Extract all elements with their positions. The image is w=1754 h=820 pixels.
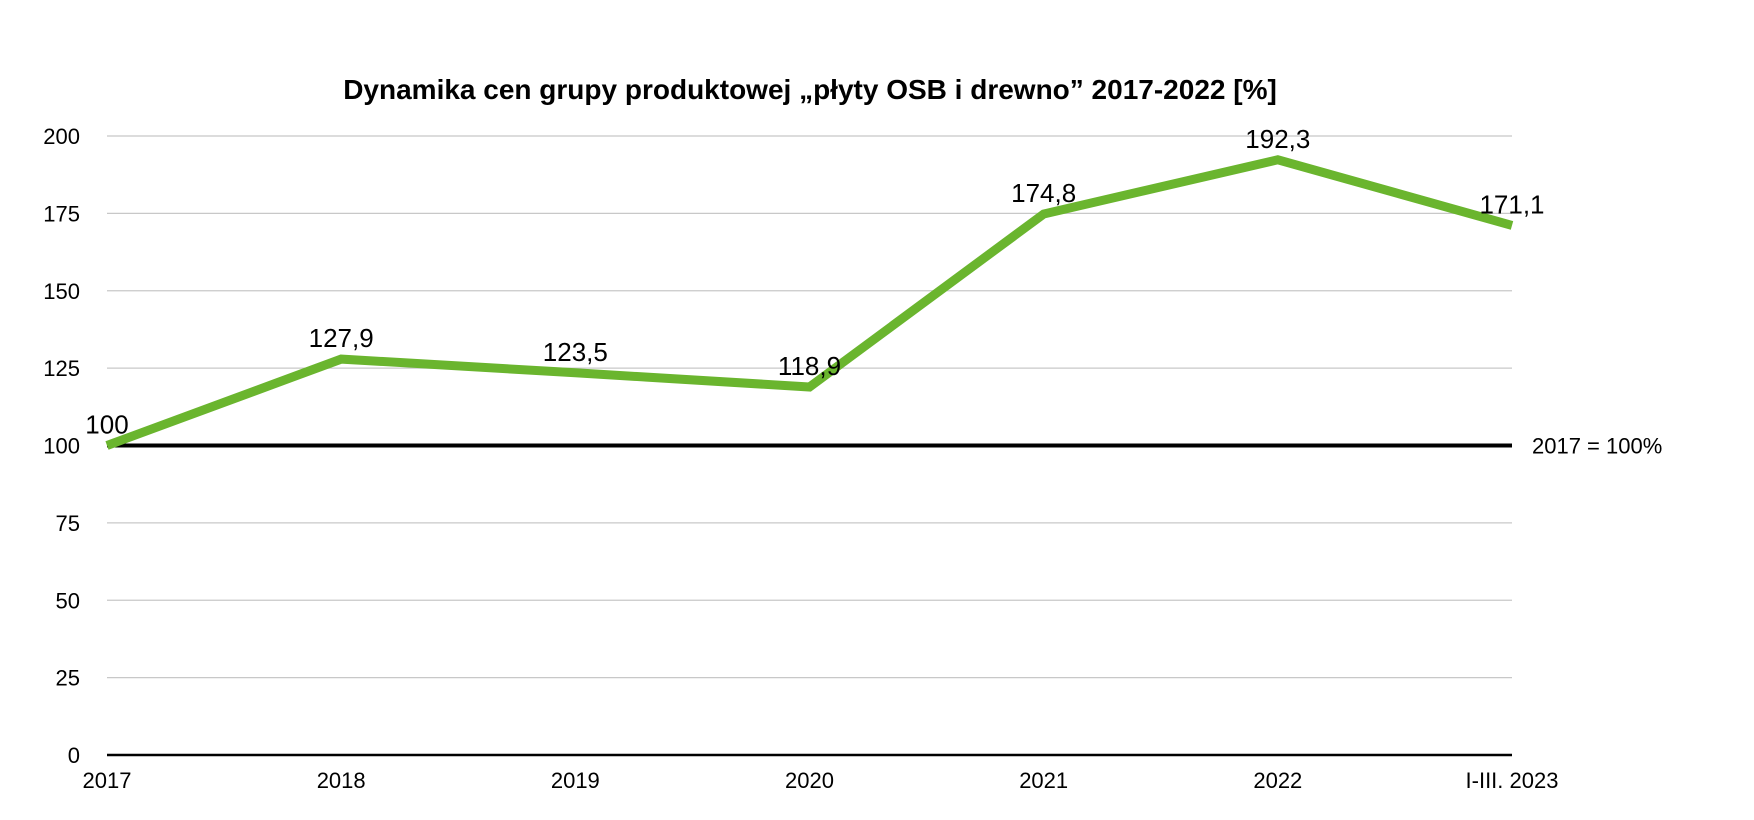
series-layer [105, 155, 1514, 450]
y-tick-label: 25 [56, 666, 80, 691]
chart-title: Dynamika cen grupy produktowej „płyty OS… [343, 74, 1277, 105]
data-label: 100 [85, 410, 128, 440]
y-tick-label: 175 [43, 201, 80, 226]
data-label: 174,8 [1011, 178, 1076, 208]
x-tick-label: 2019 [551, 768, 600, 793]
data-label: 118,9 [778, 351, 841, 381]
data-label: 123,5 [543, 337, 608, 367]
grid-layer [107, 135, 1512, 679]
y-tick-label: 0 [68, 743, 80, 768]
x-tick-label: 2022 [1253, 768, 1302, 793]
reference-label: 2017 = 100% [1532, 434, 1662, 459]
reference-layer: 2017 = 100% [107, 434, 1662, 459]
x-tick-label: 2017 [83, 768, 132, 793]
data-label: 192,3 [1245, 124, 1310, 154]
y-tick-label: 125 [43, 356, 80, 381]
x-tick-layer: 2017 2018 2019 2020 2021 2022 I-III. 2023 [83, 768, 1559, 793]
y-tick-label: 200 [43, 124, 80, 149]
x-tick-label: 2020 [785, 768, 834, 793]
x-tick-label: 2018 [317, 768, 366, 793]
series-line [105, 155, 1514, 450]
y-tick-label: 150 [43, 279, 80, 304]
y-tick-label: 50 [56, 588, 80, 613]
x-tick-label: 2021 [1019, 768, 1068, 793]
y-tick-label: 100 [43, 434, 80, 459]
data-label-layer: 100 127,9 123,5 118,9 174,8 192,3 171,1 [85, 124, 1544, 440]
y-tick-layer: 0 25 50 75 100 125 150 175 200 [43, 124, 80, 768]
data-label: 171,1 [1479, 189, 1544, 219]
x-tick-label: I-III. 2023 [1466, 768, 1559, 793]
data-label: 127,9 [309, 323, 374, 353]
y-tick-label: 75 [56, 511, 80, 536]
